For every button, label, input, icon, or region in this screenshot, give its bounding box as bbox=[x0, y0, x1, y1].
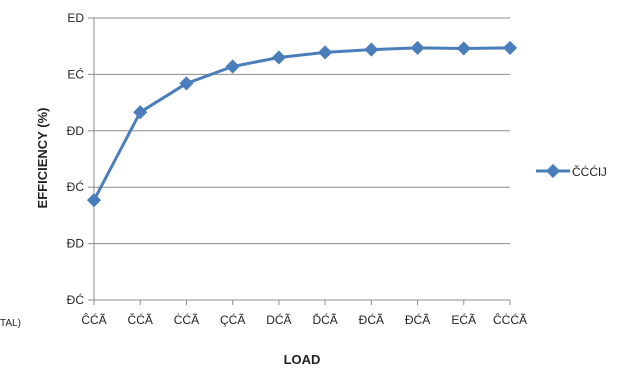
y-tick-label: ED bbox=[67, 11, 84, 25]
y-tick-label: EĆ bbox=[67, 66, 84, 81]
clipped-text: TAL) bbox=[0, 318, 21, 329]
data-point-marker bbox=[318, 45, 333, 60]
legend-label: ČĊĆĲ bbox=[572, 164, 607, 179]
data-point-marker bbox=[179, 76, 194, 91]
data-point-marker bbox=[271, 50, 286, 65]
y-axis-title: EFFICIENCY (%) bbox=[35, 108, 50, 209]
x-tick-label: EĆÃ bbox=[451, 312, 476, 327]
data-point-marker bbox=[225, 59, 240, 74]
x-tick-label: ĎĆÃ bbox=[312, 312, 337, 327]
y-tick-labels: ĐĆ ĐD ĐĆ ĐD EĆ ED bbox=[67, 11, 85, 307]
legend: ČĊĆĲ bbox=[536, 163, 607, 179]
x-tick-labels: ĈĆÃ ČĆÃ ĊĆÃ ÇĆÃ DĆÃ ĎĆÃ ĐĆÃ ĐĆÃ EĆÃ ĈĊĆÃ bbox=[81, 300, 527, 327]
x-tick-label: ÇĆÃ bbox=[220, 312, 245, 327]
data-point-marker bbox=[364, 42, 379, 57]
data-point-marker bbox=[502, 40, 518, 55]
y-tick-label: ĐĆ bbox=[67, 179, 85, 194]
x-tick-label: ČĆÃ bbox=[128, 312, 153, 327]
data-point-marker bbox=[456, 41, 471, 56]
gridlines bbox=[88, 17, 510, 301]
series-line bbox=[92, 46, 511, 201]
y-tick-label: ĐD bbox=[67, 124, 85, 138]
data-point-marker bbox=[410, 40, 425, 55]
x-axis-title: LOAD bbox=[284, 352, 321, 367]
x-tick-label: ĐĆÃ bbox=[405, 312, 430, 327]
legend-marker bbox=[545, 163, 561, 179]
x-tick-label: ĐĆÃ bbox=[359, 312, 384, 327]
x-tick-label: DĆÃ bbox=[266, 312, 291, 327]
data-point-marker bbox=[133, 105, 148, 120]
series-marks bbox=[86, 40, 518, 208]
x-tick-label: ĈĆÃ bbox=[81, 312, 106, 327]
data-point-marker bbox=[86, 193, 102, 208]
x-tick-label: ĈĊĆÃ bbox=[493, 312, 527, 327]
y-tick-label: ĐĆ bbox=[67, 292, 85, 307]
y-tick-label: ĐD bbox=[67, 237, 85, 251]
x-tick-label: ĊĆÃ bbox=[174, 312, 199, 327]
